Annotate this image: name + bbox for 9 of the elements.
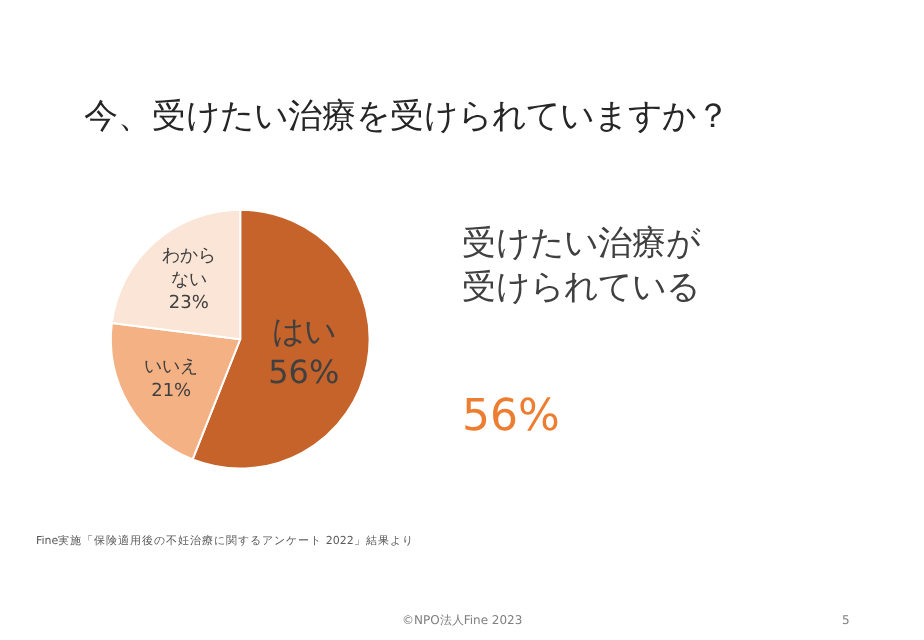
data-label: 56% (268, 353, 340, 392)
chart-title: 今、受けたい治療を受けられていますか？ (83, 97, 730, 138)
slice-label: はい (271, 311, 336, 350)
slice-label: いいえ (144, 358, 199, 379)
data-label: 23% (168, 294, 210, 315)
data-label: 21% (151, 381, 193, 402)
text: 56% (462, 392, 560, 442)
slice-label: わからない (161, 247, 216, 291)
text: 受けたい治療が受けられている (462, 224, 702, 309)
